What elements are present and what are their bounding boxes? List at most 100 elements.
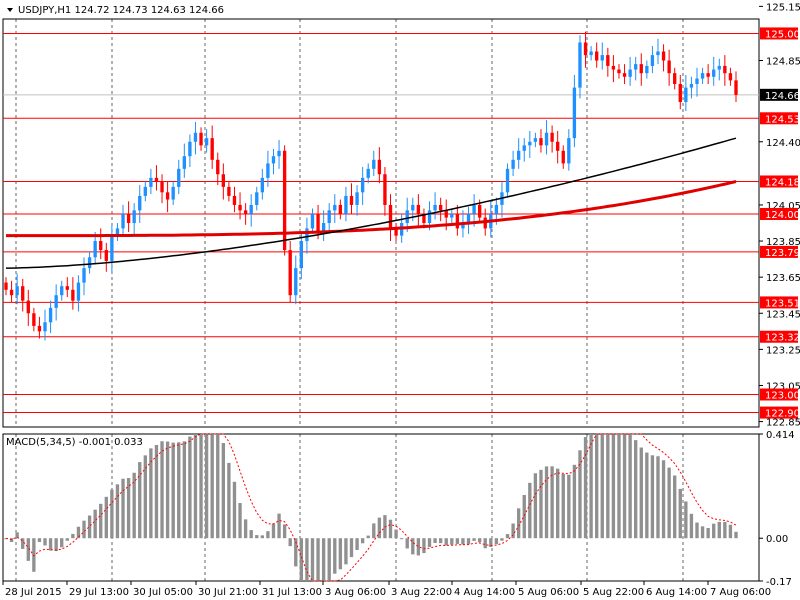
macd-bar (673, 475, 677, 539)
macd-bar (511, 523, 515, 539)
macd-bar (589, 434, 593, 539)
macd-bar (249, 530, 253, 539)
macd-bar (321, 538, 326, 581)
candle-body (43, 322, 47, 332)
macd-bar (216, 434, 220, 539)
candle-body (595, 51, 599, 61)
candle-body (561, 150, 565, 164)
macd-bar (472, 538, 476, 541)
macd-bar (43, 538, 47, 546)
macd-bar (528, 482, 532, 539)
candle-body (165, 192, 170, 200)
time-axis-label: 7 Aug 06:00 (710, 587, 771, 598)
macd-axis-label: -0.17 (766, 577, 792, 588)
time-axis-label: 6 Aug 14:00 (646, 587, 707, 598)
candle-body (21, 286, 25, 301)
macd-bar (21, 538, 25, 549)
candle-body (344, 195, 348, 214)
macd-bar (427, 538, 432, 547)
macd-bar (617, 434, 621, 539)
time-axis-label: 30 Jul 21:00 (198, 587, 258, 598)
candle-body (65, 286, 69, 290)
candle-body (355, 192, 359, 205)
candle-body (266, 163, 270, 178)
time-axis-label: 28 Jul 2015 (5, 587, 62, 598)
candle-body (277, 150, 281, 157)
candle-body (477, 204, 482, 218)
candle-body (645, 65, 649, 74)
macd-panel-border (2, 433, 760, 582)
macd-bar (684, 501, 688, 539)
candle-body (87, 257, 92, 269)
macd-bar (405, 538, 409, 549)
macd-bar (37, 538, 42, 542)
price-axis-label: 124.05 (766, 201, 800, 212)
candle-body (260, 177, 265, 193)
candle-body (734, 80, 738, 95)
candle-body (294, 268, 298, 296)
macd-bar (288, 538, 292, 547)
candle-body (383, 174, 387, 205)
macd-bar (76, 526, 81, 539)
candle-body (667, 60, 671, 74)
time-axis-label: 5 Aug 22:00 (583, 587, 644, 598)
macd-bar (138, 462, 142, 539)
macd-bar (656, 456, 660, 539)
macd-bar (533, 473, 538, 539)
macd-bar (611, 434, 616, 539)
candle-body (533, 138, 538, 142)
dropdown-triangle-icon[interactable] (7, 8, 13, 12)
macd-bar (87, 515, 92, 539)
macd-bar (723, 522, 727, 539)
candle-body (255, 192, 259, 205)
current-price-label: 124.66 (765, 91, 800, 102)
candle-body (32, 313, 36, 326)
candle-body (221, 174, 225, 187)
macd-bar (299, 538, 304, 581)
macd-bar (394, 529, 398, 539)
macd-bar (567, 474, 571, 539)
macd-bar (333, 538, 337, 574)
level-label-box (760, 406, 798, 419)
candle-body (427, 210, 432, 223)
macd-bar (639, 447, 643, 539)
macd-bar (372, 523, 376, 539)
macd-bar (305, 538, 309, 581)
macd-bar (728, 524, 733, 539)
candle-body (110, 235, 114, 261)
time-axis-label: 29 Jul 13:00 (69, 587, 129, 598)
candle-body (517, 150, 521, 160)
price-axis-label: 124.85 (766, 57, 800, 68)
macd-bar (645, 452, 649, 539)
chart-header: USDJPY,H1 124.72 124.73 124.63 124.66 (7, 5, 224, 16)
candle-body (26, 300, 30, 314)
candle-body (104, 250, 108, 261)
candle-body (511, 159, 515, 169)
candle-body (15, 286, 19, 296)
candle-body (622, 73, 627, 77)
macd-bar (132, 472, 136, 539)
level-label: 122.90 (765, 409, 800, 420)
macd-bar (689, 513, 694, 539)
macd-bar (255, 535, 259, 539)
macd-bar (344, 538, 348, 565)
level-label: 123.79 (765, 248, 800, 259)
level-label-box (760, 112, 798, 125)
macd-bar (522, 494, 526, 539)
candle-body (695, 78, 699, 84)
macd-bar (466, 538, 471, 545)
candle-body (182, 156, 186, 169)
macd-bar (483, 538, 487, 549)
macd-bar (433, 538, 437, 543)
level-label-box (760, 27, 798, 40)
macd-bar (115, 484, 120, 539)
macd-bar (556, 468, 560, 539)
macd-bar (54, 538, 58, 552)
candle-body (232, 195, 237, 205)
candle-body (288, 250, 292, 296)
level-label: 124.00 (765, 210, 800, 221)
macd-bar (121, 478, 125, 539)
macd-bar (494, 538, 499, 545)
candle-body (227, 186, 231, 196)
